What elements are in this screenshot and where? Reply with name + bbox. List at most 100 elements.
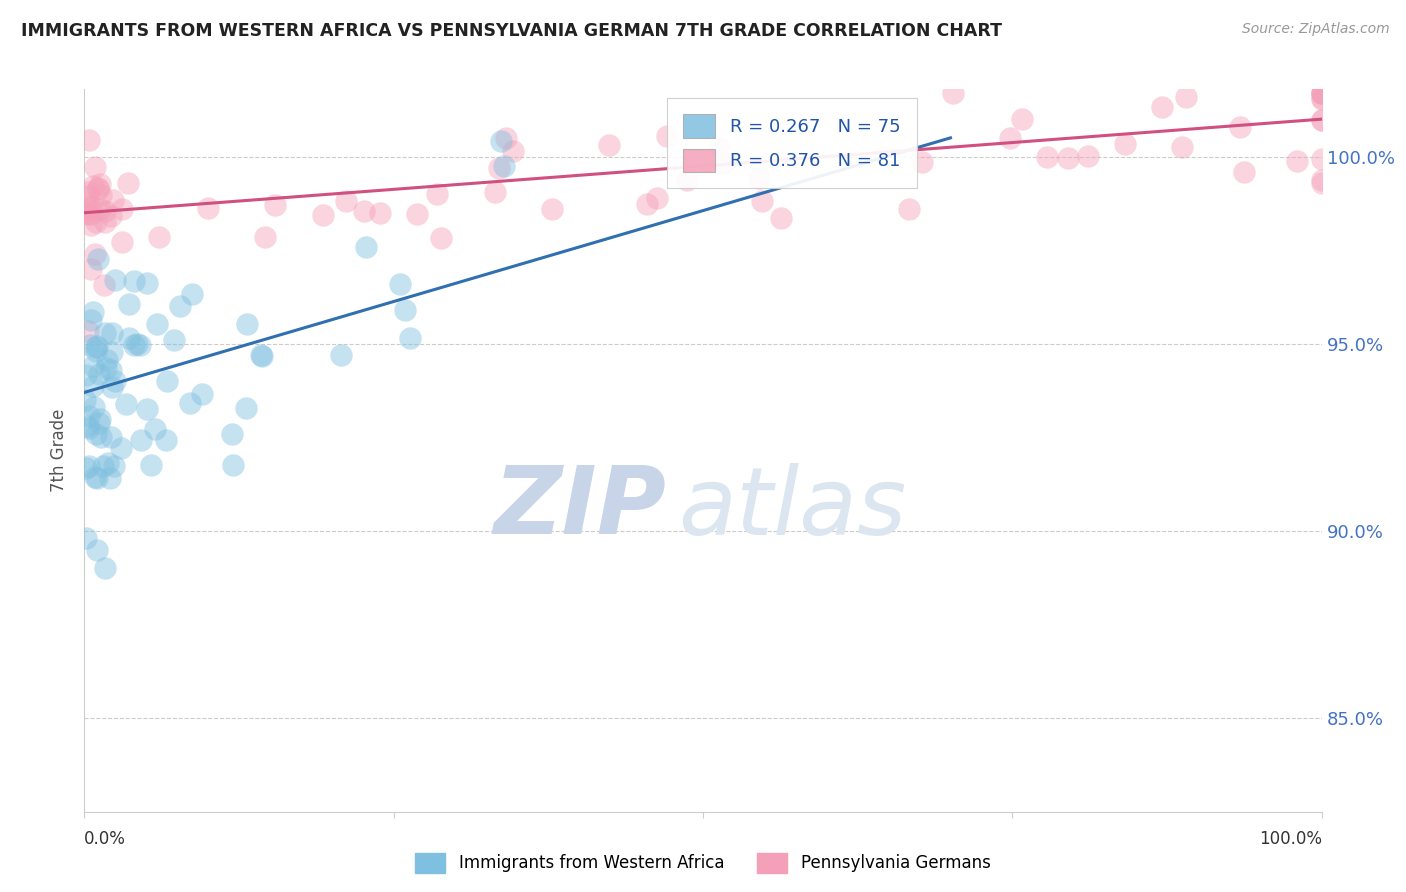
Point	[1310, 112, 1333, 127]
Point	[82, 378, 104, 392]
Legend: Immigrants from Western Africa, Pennsylvania Germans: Immigrants from Western Africa, Pennsylv…	[409, 847, 997, 880]
Point	[484, 186, 506, 200]
Point	[1233, 165, 1256, 179]
Text: IMMIGRANTS FROM WESTERN AFRICA VS PENNSYLVANIA GERMAN 7TH GRADE CORRELATION CHAR: IMMIGRANTS FROM WESTERN AFRICA VS PENNSY…	[21, 22, 1002, 40]
Point	[163, 334, 186, 348]
Point	[86, 543, 108, 558]
Point	[1310, 92, 1333, 106]
Text: ZIP: ZIP	[494, 462, 666, 554]
Point	[115, 396, 138, 410]
Point	[96, 353, 118, 368]
Point	[79, 207, 101, 221]
Point	[1114, 137, 1136, 152]
Point	[104, 374, 127, 388]
Point	[79, 201, 101, 215]
Point	[100, 430, 122, 444]
Point	[312, 208, 335, 222]
Y-axis label: 7th Grade: 7th Grade	[51, 409, 69, 492]
Text: atlas: atlas	[678, 463, 907, 554]
Point	[250, 348, 273, 362]
Point	[111, 202, 134, 217]
Point	[86, 471, 108, 485]
Point	[103, 193, 125, 207]
Point	[388, 277, 411, 291]
Text: Source: ZipAtlas.com: Source: ZipAtlas.com	[1241, 22, 1389, 37]
Point	[155, 433, 177, 447]
Point	[76, 185, 98, 199]
Point	[90, 188, 112, 202]
Point	[75, 461, 97, 475]
Point	[89, 412, 111, 426]
Point	[94, 215, 117, 229]
Legend: R = 0.267   N = 75, R = 0.376   N = 81: R = 0.267 N = 75, R = 0.376 N = 81	[666, 98, 917, 188]
Point	[1310, 86, 1333, 100]
Point	[82, 359, 104, 373]
Point	[94, 561, 117, 575]
Point	[100, 210, 122, 224]
Point	[637, 197, 659, 211]
Point	[655, 128, 678, 143]
Point	[1174, 90, 1197, 104]
Point	[141, 458, 163, 472]
Point	[87, 252, 110, 267]
Point	[751, 194, 773, 208]
Point	[676, 173, 699, 187]
Point	[80, 261, 103, 276]
Point	[77, 458, 100, 473]
Point	[111, 235, 134, 250]
Point	[94, 360, 117, 375]
Point	[250, 349, 273, 363]
Point	[118, 331, 141, 345]
Point	[1077, 149, 1099, 163]
Point	[84, 215, 107, 229]
Point	[127, 337, 149, 351]
Point	[135, 276, 157, 290]
Point	[83, 161, 105, 175]
Point	[86, 427, 108, 442]
Point	[84, 247, 107, 261]
Point	[329, 348, 352, 362]
Point	[1310, 86, 1333, 100]
Point	[101, 345, 124, 359]
Point	[80, 200, 103, 214]
Point	[77, 324, 100, 338]
Point	[76, 206, 98, 220]
Point	[254, 230, 277, 244]
Point	[180, 287, 202, 301]
Point	[110, 441, 132, 455]
Point	[86, 339, 108, 353]
Point	[1229, 120, 1251, 135]
Point	[488, 161, 510, 176]
Point	[84, 469, 107, 483]
Point	[79, 313, 101, 327]
Point	[426, 186, 449, 201]
Point	[713, 156, 735, 170]
Point	[117, 176, 139, 190]
Point	[89, 178, 111, 192]
Point	[80, 219, 103, 233]
Point	[1152, 100, 1174, 114]
Point	[100, 326, 122, 341]
Point	[645, 191, 668, 205]
Point	[79, 338, 101, 352]
Point	[80, 207, 103, 221]
Point	[169, 299, 191, 313]
Point	[911, 155, 934, 169]
Point	[101, 380, 124, 394]
Point	[77, 421, 100, 435]
Point	[770, 211, 793, 225]
Point	[89, 202, 111, 216]
Point	[707, 141, 730, 155]
Point	[83, 401, 105, 415]
Point	[179, 395, 201, 409]
Point	[1056, 152, 1078, 166]
Point	[502, 144, 524, 158]
Point	[368, 205, 391, 219]
Point	[77, 409, 100, 424]
Point	[87, 181, 110, 195]
Point	[76, 188, 98, 202]
Point	[748, 170, 770, 185]
Point	[156, 375, 179, 389]
Point	[1171, 139, 1194, 153]
Point	[97, 456, 120, 470]
